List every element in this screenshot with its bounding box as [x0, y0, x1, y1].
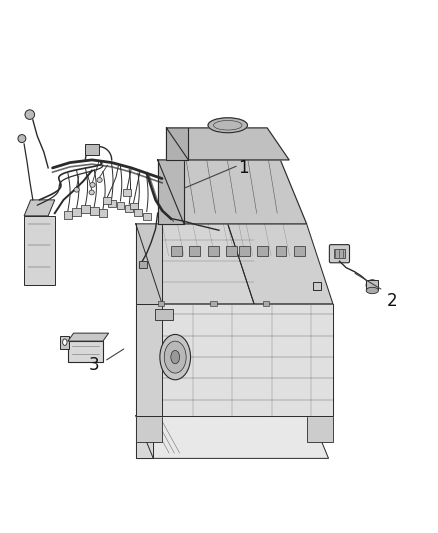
Polygon shape — [136, 304, 162, 416]
Bar — [158, 301, 164, 306]
Text: 2: 2 — [387, 292, 397, 310]
Polygon shape — [228, 224, 333, 304]
Bar — [103, 197, 111, 204]
Bar — [90, 207, 99, 215]
Bar — [257, 246, 268, 256]
Ellipse shape — [366, 287, 378, 294]
Polygon shape — [68, 341, 103, 362]
Polygon shape — [24, 216, 55, 285]
Text: 3: 3 — [89, 356, 99, 374]
Ellipse shape — [366, 280, 378, 290]
Polygon shape — [60, 336, 69, 349]
Bar — [366, 280, 378, 290]
Polygon shape — [307, 416, 333, 442]
Polygon shape — [158, 160, 307, 224]
Bar — [81, 205, 90, 213]
Bar — [334, 249, 345, 258]
FancyBboxPatch shape — [329, 245, 350, 263]
Bar — [99, 209, 107, 217]
Ellipse shape — [208, 118, 247, 133]
Polygon shape — [136, 416, 162, 442]
Text: 1: 1 — [238, 159, 248, 177]
Bar — [134, 209, 142, 216]
Bar — [143, 213, 151, 220]
Bar — [85, 144, 99, 155]
Ellipse shape — [164, 341, 186, 373]
Bar — [64, 211, 72, 219]
Bar — [189, 246, 200, 256]
Bar — [123, 189, 131, 196]
Polygon shape — [166, 128, 289, 160]
Polygon shape — [136, 224, 254, 304]
Ellipse shape — [63, 339, 67, 345]
Bar — [276, 246, 286, 256]
Polygon shape — [166, 128, 188, 160]
Bar — [210, 301, 217, 306]
Bar — [125, 205, 133, 212]
Ellipse shape — [171, 351, 180, 364]
Bar — [117, 202, 124, 209]
Bar — [208, 246, 219, 256]
Bar — [155, 309, 173, 320]
Ellipse shape — [25, 110, 35, 119]
Ellipse shape — [97, 177, 102, 182]
Bar — [263, 301, 269, 306]
Bar — [313, 282, 321, 290]
Bar — [239, 246, 250, 256]
Polygon shape — [136, 416, 328, 458]
Polygon shape — [162, 304, 333, 416]
Bar — [171, 246, 182, 256]
Bar — [108, 200, 116, 207]
Bar — [226, 246, 237, 256]
Ellipse shape — [18, 134, 26, 142]
Bar — [139, 261, 147, 268]
Ellipse shape — [90, 182, 95, 187]
Bar — [294, 246, 305, 256]
Polygon shape — [158, 160, 184, 224]
Ellipse shape — [89, 190, 94, 195]
Polygon shape — [136, 224, 162, 304]
Ellipse shape — [160, 335, 191, 379]
Bar — [130, 203, 138, 209]
Ellipse shape — [74, 187, 79, 192]
Bar — [72, 208, 81, 216]
Polygon shape — [136, 416, 153, 458]
Polygon shape — [24, 200, 55, 216]
Polygon shape — [68, 333, 109, 341]
